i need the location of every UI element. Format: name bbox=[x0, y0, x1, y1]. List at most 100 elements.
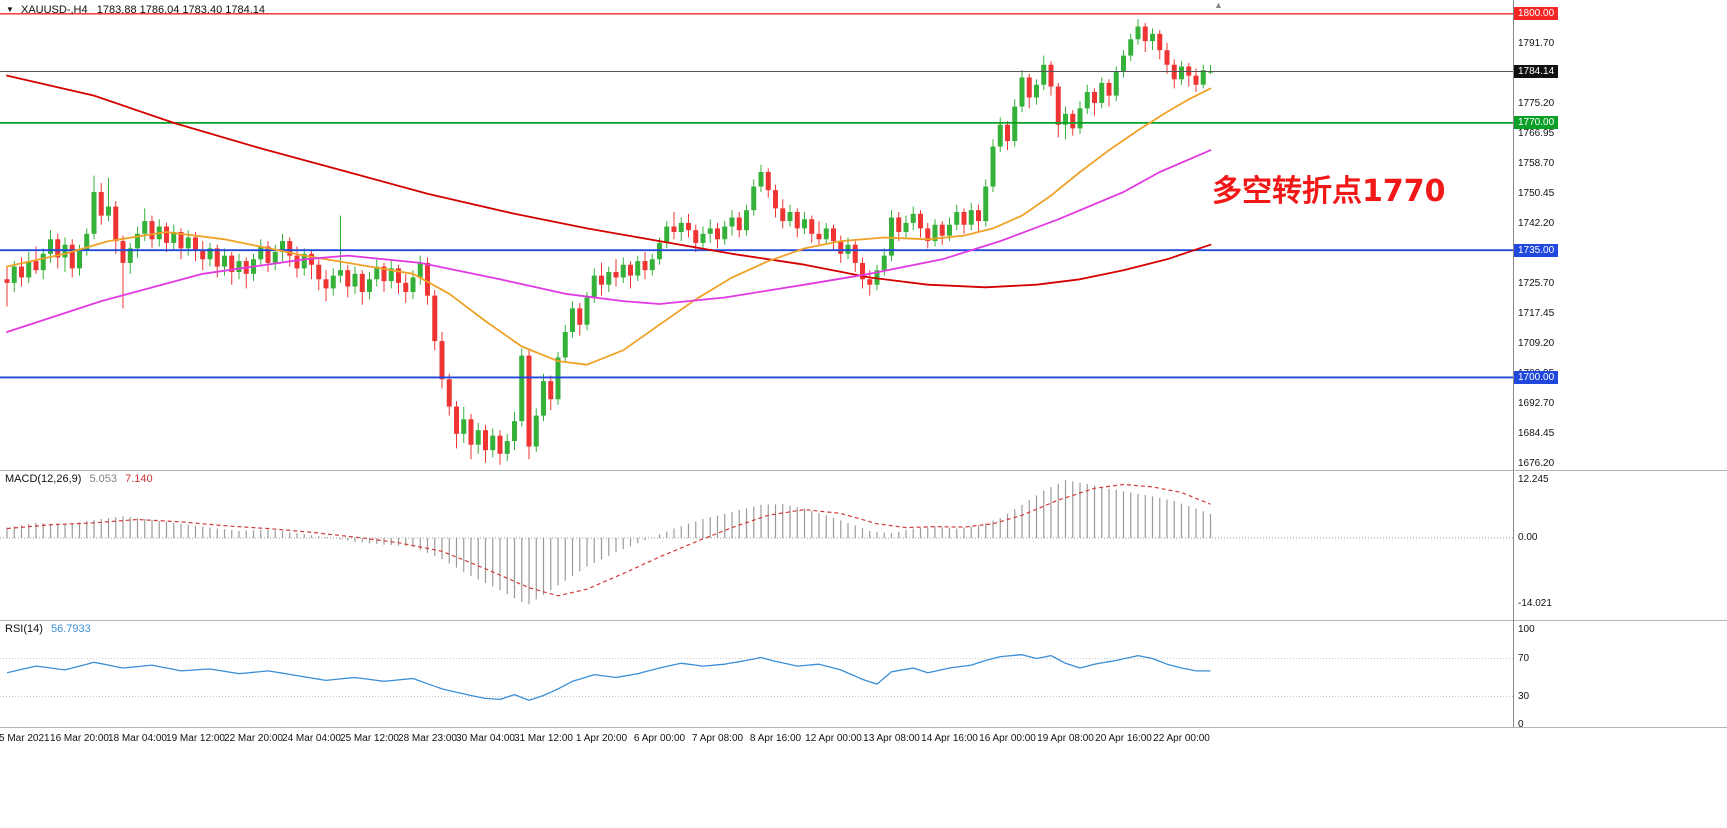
candle-body bbox=[164, 226, 169, 243]
candle-body bbox=[200, 250, 206, 260]
candle-body bbox=[606, 272, 612, 285]
price-badge: 1735.00 bbox=[1514, 243, 1559, 257]
time-axis-label[interactable]: 28 Mar 23:00 bbox=[398, 733, 457, 744]
time-axis-label[interactable]: 8 Apr 16:00 bbox=[749, 733, 802, 744]
macd-axis-label[interactable]: 12.245 bbox=[1518, 474, 1549, 485]
time-axis-label[interactable]: 22 Mar 20:00 bbox=[224, 733, 283, 744]
candle-body bbox=[287, 241, 293, 256]
price-axis-label[interactable]: 1775.20 bbox=[1518, 98, 1555, 109]
candle-body bbox=[40, 253, 46, 271]
time-axis-label[interactable]: 18 Mar 04:00 bbox=[108, 733, 167, 744]
candle-body bbox=[599, 275, 604, 285]
candle-body bbox=[541, 381, 546, 416]
price-axis-label[interactable]: 1766.95 bbox=[1518, 128, 1555, 139]
candle-body bbox=[1070, 113, 1076, 129]
rsi-axis-label[interactable]: 70 bbox=[1518, 652, 1530, 664]
candle-body bbox=[410, 277, 416, 292]
candle-body bbox=[1005, 124, 1010, 142]
candle-body bbox=[867, 279, 873, 285]
time-axis-label[interactable]: 22 Apr 00:00 bbox=[1153, 733, 1210, 744]
ohlc-values: 1783.88 1786.04 1783.40 1784.14 bbox=[96, 4, 266, 16]
time-axis-label[interactable]: 7 Apr 08:00 bbox=[691, 733, 744, 744]
time-axis-label[interactable]: 30 Mar 04:00 bbox=[456, 733, 515, 744]
time-axis-label[interactable]: 19 Apr 08:00 bbox=[1037, 733, 1094, 744]
candle-body bbox=[98, 192, 104, 216]
rsi-axis-label[interactable]: 100 bbox=[1518, 624, 1535, 635]
candle-body bbox=[613, 272, 619, 278]
rsi-label: RSI(14) bbox=[5, 623, 43, 635]
price-axis-label[interactable]: 1758.70 bbox=[1518, 158, 1555, 169]
time-axis-label[interactable]: 20 Apr 16:00 bbox=[1095, 733, 1152, 744]
time-axis-label[interactable]: 6 Apr 00:00 bbox=[633, 733, 686, 744]
time-axis-label[interactable]: 15 Mar 2021 bbox=[0, 733, 50, 744]
candle-body bbox=[77, 250, 82, 269]
candle-body bbox=[1193, 75, 1199, 85]
current-price-badge: 1784.14 bbox=[1514, 64, 1559, 78]
candle-body bbox=[976, 210, 981, 222]
price-axis-label[interactable]: 1750.45 bbox=[1518, 188, 1555, 199]
candle-body bbox=[533, 415, 539, 447]
time-axis-label[interactable]: 16 Mar 20:00 bbox=[50, 733, 109, 744]
time-axis-label[interactable]: 19 Mar 12:00 bbox=[166, 733, 225, 744]
candle-body bbox=[352, 273, 358, 287]
price-axis-label[interactable]: 1725.70 bbox=[1518, 278, 1555, 289]
candle-body bbox=[4, 279, 10, 283]
rsi-line bbox=[6, 654, 1211, 701]
price-axis-label[interactable]: 1692.70 bbox=[1518, 398, 1555, 409]
price-axis-label[interactable]: 1709.20 bbox=[1518, 338, 1555, 349]
candle-body bbox=[910, 213, 916, 223]
dropdown-triangle-icon[interactable]: ▼ bbox=[6, 5, 14, 14]
candle-body bbox=[845, 244, 851, 254]
candle-body bbox=[635, 261, 641, 276]
time-axis-label[interactable]: 1 Apr 20:00 bbox=[575, 733, 628, 744]
candle-body bbox=[765, 172, 771, 191]
candle-body bbox=[939, 224, 945, 236]
rsi-axis-label[interactable]: 0 bbox=[1518, 719, 1524, 730]
ma-fast-magenta bbox=[6, 149, 1212, 333]
chart-shift-marker-icon[interactable]: ▲ bbox=[1214, 0, 1223, 10]
time-axis-label[interactable]: 24 Mar 04:00 bbox=[282, 733, 341, 744]
macd-axis-label[interactable]: 0.00 bbox=[1518, 532, 1538, 543]
candle-body bbox=[715, 228, 720, 240]
candle-body bbox=[881, 255, 887, 271]
time-axis-label[interactable]: 12 Apr 00:00 bbox=[805, 733, 862, 744]
macd-axis-label[interactable]: -14.021 bbox=[1518, 598, 1552, 610]
price-axis-label[interactable]: 1684.45 bbox=[1518, 428, 1555, 439]
rsi-axis-label[interactable]: 30 bbox=[1518, 690, 1530, 702]
candle-body bbox=[345, 270, 351, 287]
candle-body bbox=[1063, 113, 1068, 125]
candle-body bbox=[1092, 92, 1097, 103]
candle-body bbox=[454, 406, 459, 434]
candle-body bbox=[1012, 106, 1018, 142]
price-axis-label[interactable]: 1676.20 bbox=[1518, 458, 1555, 469]
time-axis-label[interactable]: 16 Apr 00:00 bbox=[979, 733, 1036, 744]
candle-body bbox=[562, 332, 568, 358]
candle-body bbox=[649, 259, 655, 271]
macd-label: MACD(12,26,9) bbox=[5, 473, 82, 485]
macd-main-value: 5.053 bbox=[89, 473, 118, 485]
candle-body bbox=[831, 228, 836, 242]
time-axis-label[interactable]: 31 Mar 12:00 bbox=[514, 733, 573, 744]
price-axis-label[interactable]: 1742.20 bbox=[1518, 218, 1555, 229]
candle-body bbox=[294, 255, 300, 269]
time-axis-label[interactable]: 25 Mar 12:00 bbox=[340, 733, 399, 744]
time-axis-label[interactable]: 13 Apr 08:00 bbox=[863, 733, 920, 744]
candle-body bbox=[490, 435, 496, 451]
price-axis-label[interactable]: 1717.45 bbox=[1518, 308, 1555, 319]
candle-body bbox=[925, 228, 931, 242]
time-axis-label[interactable]: 14 Apr 16:00 bbox=[921, 733, 978, 744]
candle-body bbox=[707, 228, 713, 234]
candle-body bbox=[120, 241, 126, 263]
candle-body bbox=[316, 264, 322, 280]
price-axis-label[interactable]: 1791.70 bbox=[1518, 38, 1555, 49]
chart-annotation-text[interactable]: 多空转折点1770 bbox=[1212, 174, 1446, 209]
candle-body bbox=[19, 266, 24, 278]
candle-body bbox=[678, 222, 684, 232]
candle-body bbox=[185, 237, 191, 249]
ma-mid-orange bbox=[6, 87, 1212, 366]
candle-body bbox=[367, 279, 372, 292]
candle-body bbox=[584, 297, 590, 325]
macd-panel-label: MACD(12,26,9) 5.053 7.140 bbox=[5, 473, 153, 485]
candle-body bbox=[149, 221, 155, 240]
